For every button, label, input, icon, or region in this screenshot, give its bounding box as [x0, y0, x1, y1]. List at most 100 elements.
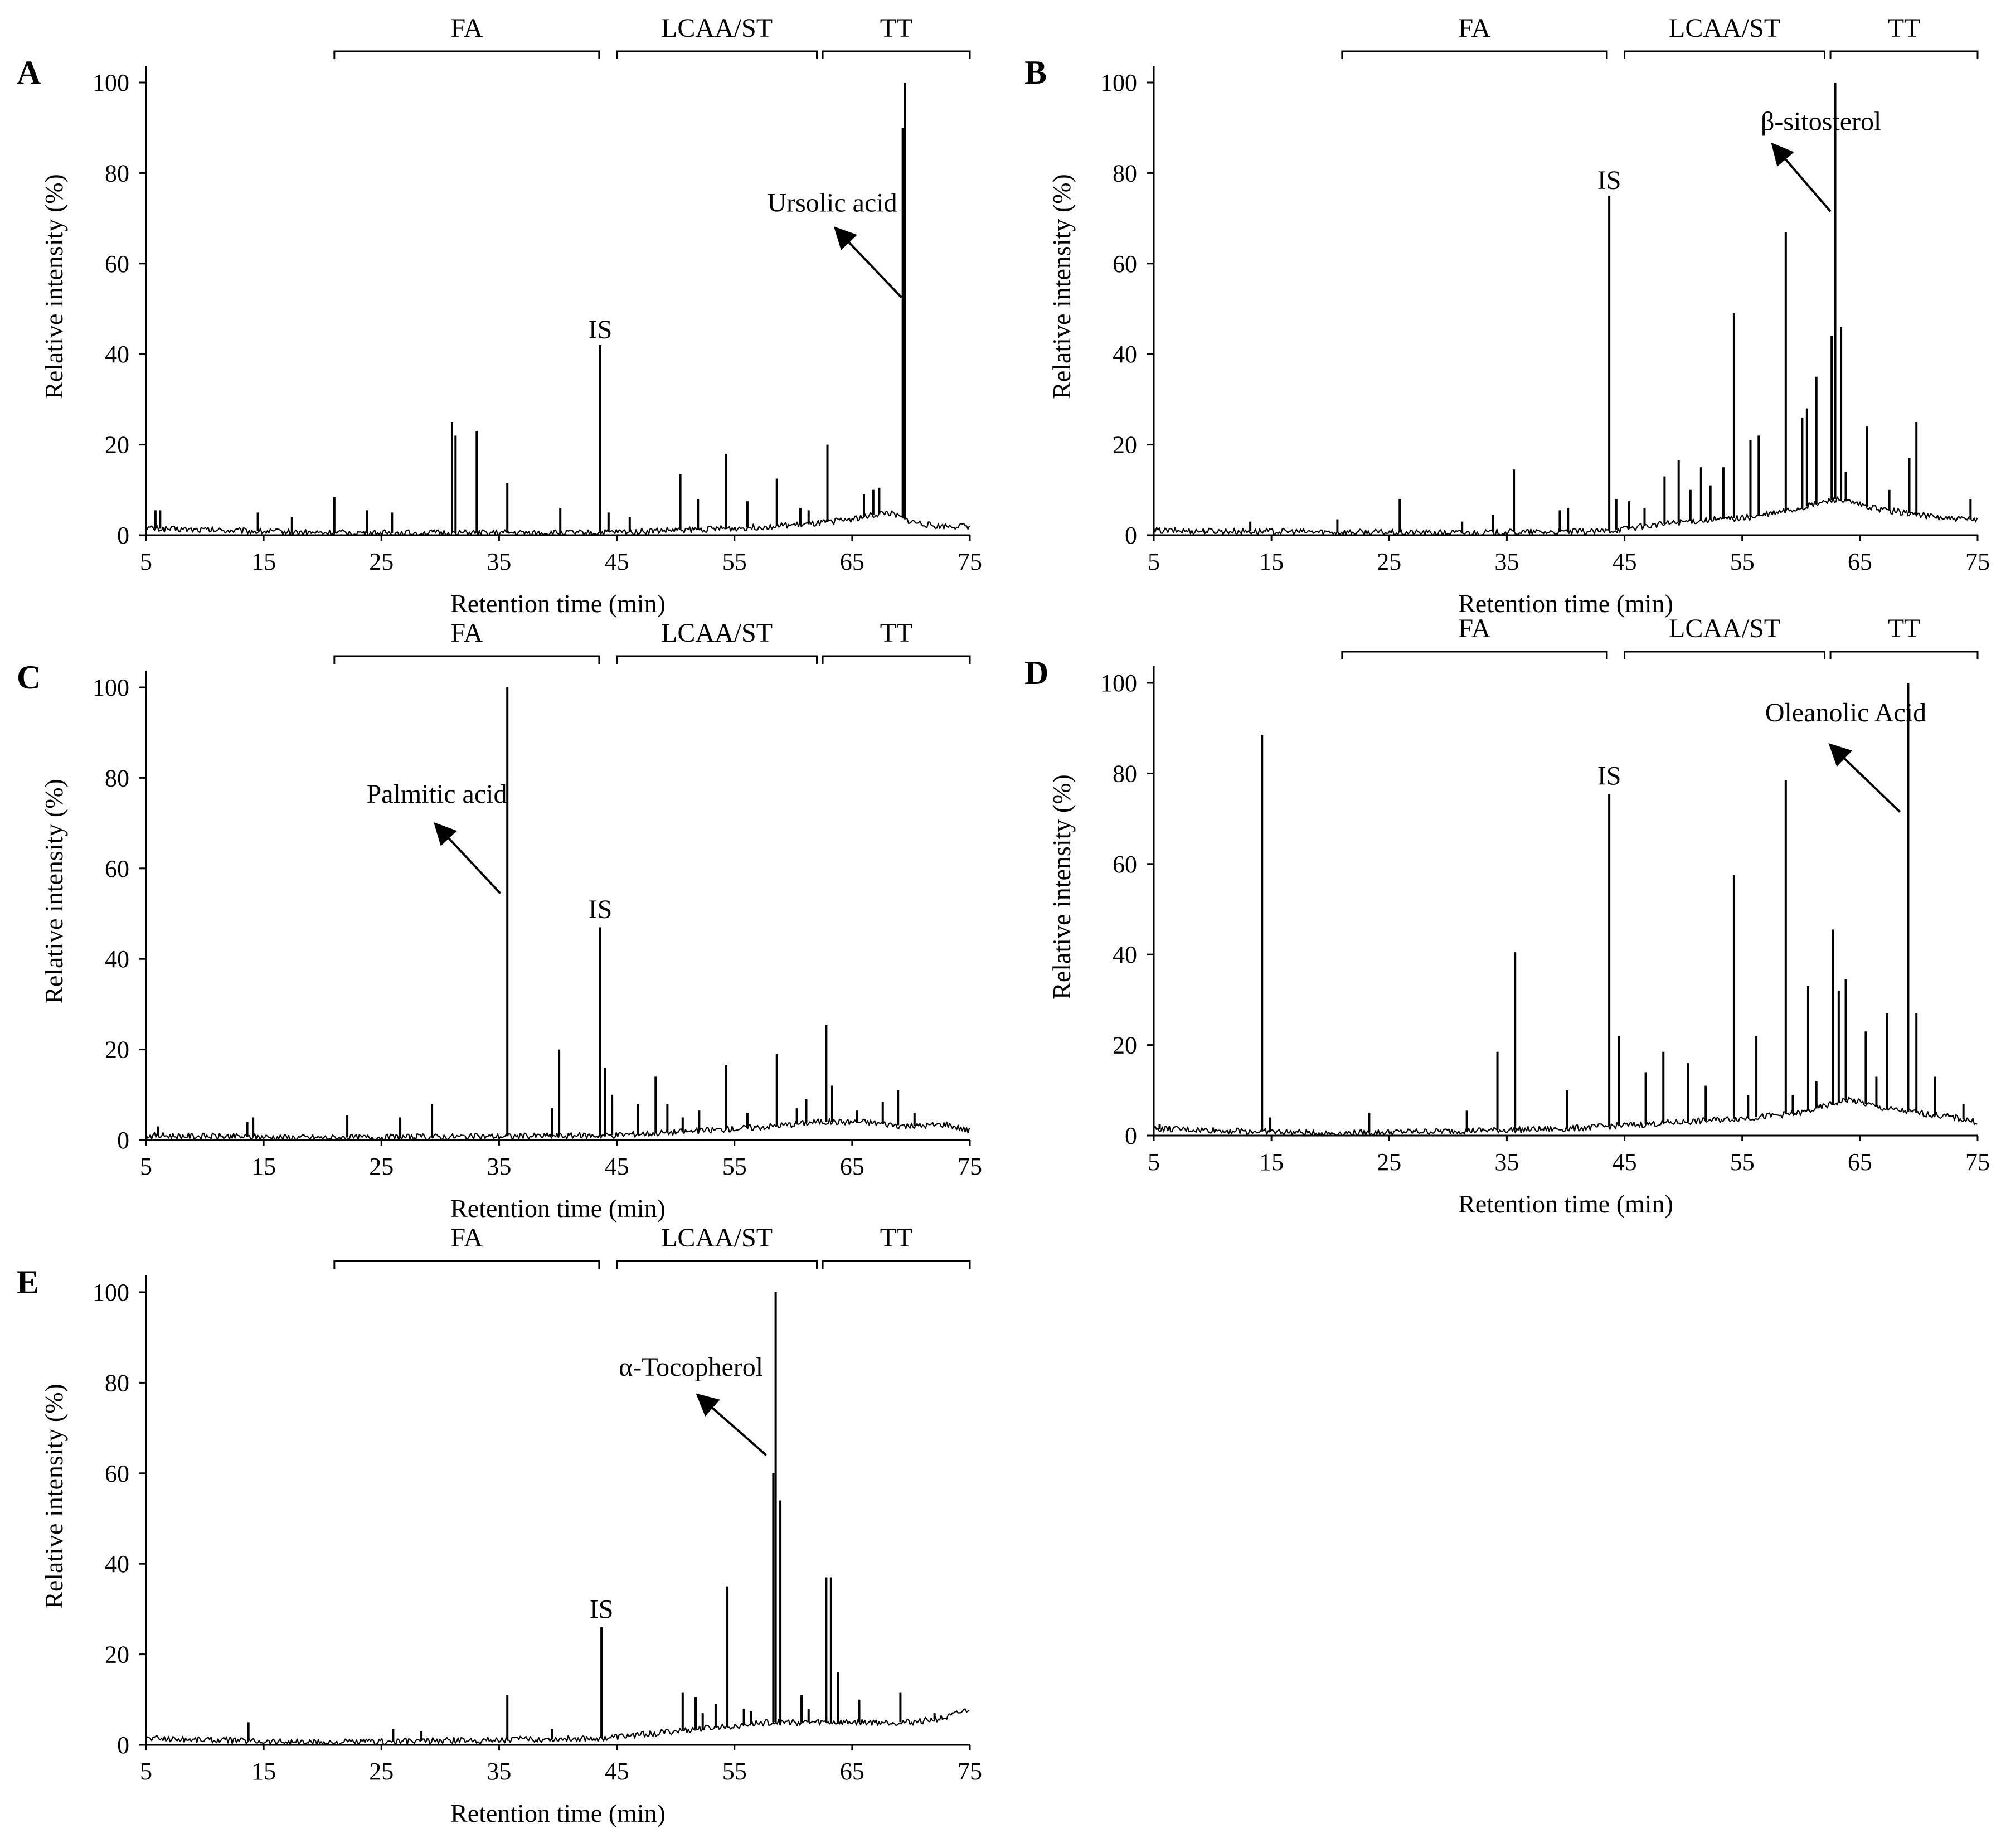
panel-letter: C [17, 659, 41, 696]
x-tick-label: 5 [140, 1153, 152, 1180]
y-tick-label: 0 [117, 1731, 129, 1759]
y-tick-label: 20 [105, 1641, 129, 1668]
bracket-label: LCAA/ST [1669, 614, 1780, 643]
y-tick-label: 100 [93, 69, 129, 96]
y-axis-title: Relative intensity (%) [40, 779, 68, 1004]
x-tick-label: 25 [369, 1153, 394, 1180]
bracket-fa [1341, 50, 1608, 59]
y-tick-label: 80 [1113, 760, 1137, 787]
x-tick-label: 5 [1148, 548, 1160, 575]
bracket-label: TT [880, 618, 913, 648]
x-tick-label: 35 [1494, 548, 1519, 575]
x-tick-label: 55 [722, 1153, 747, 1180]
x-axis-title: Retention time (min) [450, 589, 666, 618]
bracket-label: FA [1458, 614, 1490, 643]
x-axis-title: Retention time (min) [450, 1194, 666, 1223]
annotation-arrow [1828, 743, 1901, 813]
baseline-trace [145, 510, 970, 536]
bracket-label: FA [450, 618, 483, 648]
bracket-label: TT [880, 13, 913, 43]
y-axis-title: Relative intensity (%) [40, 1384, 68, 1609]
internal-standard-label: IS [1597, 166, 1621, 195]
x-tick-label: 25 [369, 1758, 394, 1785]
compound-label: β-sitosterol [1761, 106, 1881, 136]
bracket-tt [822, 655, 971, 664]
x-tick-label: 35 [487, 1758, 511, 1785]
y-tick-label: 80 [1113, 159, 1137, 187]
bracket-label: LCAA/ST [1669, 13, 1780, 43]
x-tick-label: 25 [1377, 1148, 1401, 1176]
y-tick-label: 60 [1113, 250, 1137, 278]
x-tick-label: 45 [1613, 1148, 1637, 1176]
panel-e: E FA LCAA/ST TT 0 20 40 60 80 100 5 15 25 35 45 55 65 75 R… [17, 1223, 982, 1827]
x-tick-label: 75 [958, 548, 982, 575]
bracket-lcaa-st [616, 50, 818, 59]
x-tick-label: 75 [1965, 1148, 1990, 1176]
bracket-lcaa-st [616, 655, 818, 664]
bracket-label: FA [450, 13, 483, 43]
x-tick-label: 55 [1730, 548, 1755, 575]
bracket-lcaa-st [616, 1260, 818, 1269]
x-tick-label: 75 [958, 1153, 982, 1180]
x-tick-label: 75 [958, 1758, 982, 1785]
y-axis-title: Relative intensity (%) [1047, 174, 1076, 399]
bracket-tt [1829, 50, 1979, 59]
x-tick-label: 45 [1613, 548, 1637, 575]
x-tick-label: 65 [1848, 1148, 1872, 1176]
bracket-label: FA [1458, 13, 1490, 43]
x-axis-title: Retention time (min) [1458, 1190, 1673, 1218]
y-tick-label: 60 [105, 1460, 129, 1487]
bracket-fa [333, 50, 600, 59]
y-tick-label: 100 [93, 1279, 129, 1306]
bracket-lcaa-st [1624, 651, 1826, 659]
x-tick-label: 65 [1848, 548, 1872, 575]
y-tick-label: 80 [105, 159, 129, 187]
x-axis-title: Retention time (min) [1458, 589, 1673, 618]
y-tick-label: 0 [117, 1127, 129, 1154]
annotation-arrow [434, 822, 502, 894]
y-tick-label: 40 [105, 945, 129, 973]
x-tick-label: 15 [251, 1758, 276, 1785]
x-tick-label: 55 [722, 548, 747, 575]
panel-letter: A [17, 54, 41, 91]
panel-a: A FA LCAA/ST TT 0 20 40 60 80 100 5 15 25 35 45 55 65 75 R… [17, 13, 982, 618]
bracket-label: LCAA/ST [661, 1223, 773, 1253]
panel-letter: D [1024, 654, 1048, 691]
annotation-arrow [1771, 142, 1832, 212]
bracket-label: FA [450, 1223, 483, 1253]
x-tick-label: 75 [1965, 548, 1990, 575]
x-axis-title: Retention time (min) [450, 1799, 666, 1827]
x-tick-label: 15 [1259, 1148, 1284, 1176]
baseline-trace [145, 1708, 970, 1746]
y-tick-label: 40 [1113, 341, 1137, 368]
x-tick-label: 35 [1494, 1148, 1519, 1176]
y-tick-label: 20 [105, 1036, 129, 1064]
x-tick-label: 35 [487, 548, 511, 575]
compound-label: Ursolic acid [767, 188, 897, 217]
bracket-label: TT [1888, 13, 1921, 43]
y-tick-label: 20 [1113, 1032, 1137, 1059]
panel-letter: E [17, 1264, 39, 1301]
y-tick-label: 20 [1113, 431, 1137, 459]
compound-label: Palmitic acid [367, 779, 507, 809]
panel-b: B FA LCAA/ST TT 0 20 40 60 80 100 5 15 25 35 45 55 65 75 R… [1024, 13, 1990, 618]
x-tick-label: 15 [251, 548, 276, 575]
y-tick-label: 20 [105, 431, 129, 459]
annotation-arrow [696, 1393, 768, 1456]
x-tick-label: 5 [140, 548, 152, 575]
annotation-arrow [833, 226, 902, 299]
x-tick-label: 65 [840, 1758, 864, 1785]
x-tick-label: 5 [140, 1758, 152, 1785]
panel-c: C FA LCAA/ST TT 0 20 40 60 80 100 5 15 25 35 45 55 65 75 R… [17, 618, 982, 1223]
internal-standard-label: IS [589, 895, 613, 924]
compound-label: Oleanolic Acid [1765, 698, 1926, 727]
x-tick-label: 55 [1730, 1148, 1755, 1176]
y-tick-label: 0 [1125, 1122, 1137, 1149]
y-tick-label: 100 [93, 674, 129, 701]
x-tick-label: 65 [840, 1153, 864, 1180]
y-tick-label: 80 [105, 1369, 129, 1396]
y-axis-title: Relative intensity (%) [40, 174, 68, 399]
y-tick-label: 60 [1113, 851, 1137, 878]
x-tick-label: 45 [605, 1153, 629, 1180]
